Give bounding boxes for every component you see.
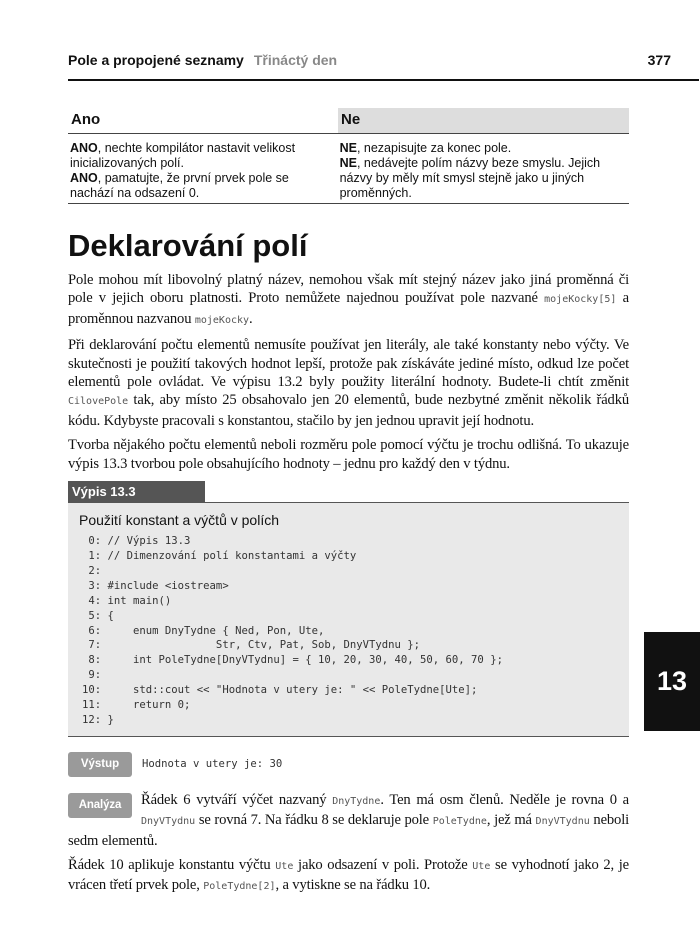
do-dont-table: Ano Ne ANO, nechte kompilátor nastavit ve… [68, 108, 629, 204]
running-header: Pole a propojené seznamy Třináctý den 37… [68, 52, 671, 68]
paragraph: Pole mohou mít libovolný platný název, n… [68, 272, 629, 327]
yes-header: Ano [71, 111, 101, 128]
section-heading: Deklarování polí [68, 228, 308, 263]
day-subtitle: Třináctý den [253, 52, 338, 68]
no-header: Ne [338, 108, 629, 133]
yes-cell: ANO, nechte kompilátor nastavit velikost… [70, 141, 296, 200]
header-rule [68, 79, 699, 81]
analysis-badge: Analýza [68, 792, 132, 818]
no-cell: NE, nezapisujte za konec pole. NE, nedáv… [339, 141, 601, 200]
chapter-title: Pole a propojené seznamy [68, 52, 244, 68]
listing-rule [205, 502, 629, 504]
listing-header: Výpis 13.3 [68, 481, 629, 504]
program-output: Hodnota v utery je: 30 [142, 758, 283, 771]
paragraph: Řádek 10 aplikuje konstantu výčtu Ute ja… [68, 857, 630, 894]
listing-label: Výpis 13.3 [68, 481, 205, 504]
page-number: 377 [647, 52, 671, 68]
paragraph: Tvorba nějakého počtu elementů neboli ro… [68, 437, 629, 472]
listing-title: Použití konstant a výčtů v polích [79, 512, 279, 529]
code-block: 0: // Výpis 13.3 1: // Dimenzování polí … [82, 535, 503, 726]
chapter-thumb-tab: 13 [644, 632, 700, 731]
paragraph: Řádek 6 vytváří výčet nazvaný DnyTydne. … [68, 791, 629, 849]
output-row: Výstup Hodnota v utery je: 30 [68, 751, 629, 777]
main-column: Pole mohou mít libovolný platný název, n… [68, 271, 629, 903]
paragraph: Při deklarování počtu elementů nemusíte … [68, 337, 629, 429]
code-listing: Použití konstant a výčtů v polích 0: // … [68, 503, 629, 737]
body-text: Pole mohou mít libovolný platný název, n… [68, 271, 629, 473]
output-badge: Výstup [68, 751, 132, 777]
analysis-text: Analýza Řádek 6 vytváří výčet nazvaný Dn… [68, 791, 629, 897]
